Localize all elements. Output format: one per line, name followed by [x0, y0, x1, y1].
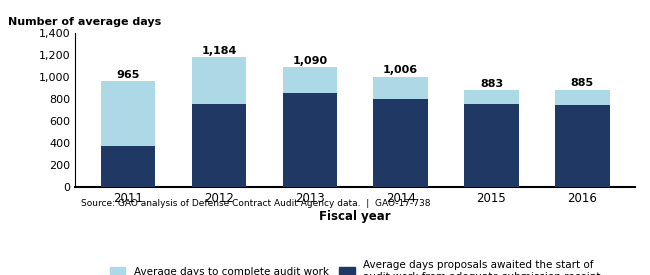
Text: Number of average days: Number of average days [8, 17, 162, 27]
Text: 883: 883 [480, 79, 503, 89]
Bar [283, 93, 337, 187]
Bar [373, 77, 428, 99]
Text: 885: 885 [571, 78, 594, 88]
Bar [373, 99, 428, 187]
Text: 965: 965 [116, 70, 140, 79]
Legend: Average days to complete audit work, Average days proposals awaited the start of: Average days to complete audit work, Ave… [106, 256, 604, 275]
Text: 1,184: 1,184 [202, 46, 237, 56]
Bar [464, 90, 519, 104]
X-axis label: Fiscal year: Fiscal year [319, 210, 391, 223]
Bar [101, 146, 155, 187]
Text: Source: GAO analysis of Defense Contract Audit Agency data.  |  GAO-17-738: Source: GAO analysis of Defense Contract… [81, 199, 430, 208]
Bar [101, 81, 155, 146]
Bar [464, 104, 519, 187]
Bar [283, 67, 337, 93]
Text: 1,090: 1,090 [292, 56, 328, 66]
Bar [192, 57, 246, 104]
Bar [555, 105, 610, 187]
Text: 1,006: 1,006 [383, 65, 418, 75]
Bar [192, 104, 246, 187]
Bar [555, 90, 610, 105]
